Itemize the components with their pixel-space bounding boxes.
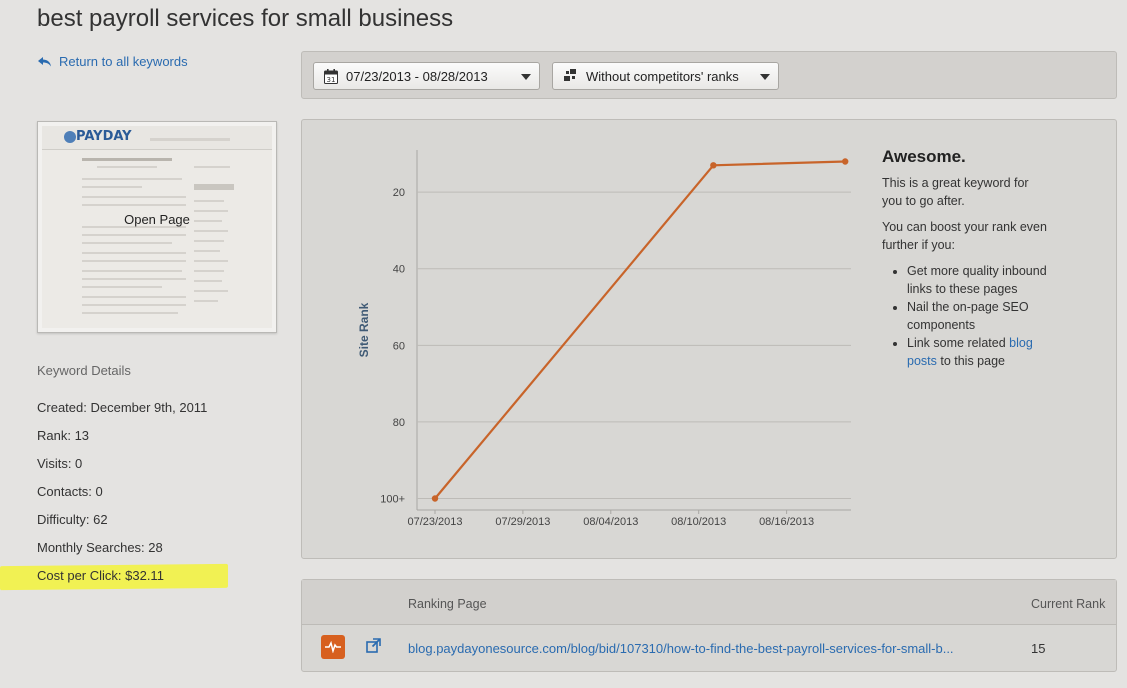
calendar-icon: 31 [324, 68, 338, 84]
open-page-label[interactable]: Open Page [124, 212, 190, 227]
advice-title: Awesome. [882, 147, 966, 166]
chevron-down-icon [760, 74, 770, 80]
detail-monthly-searches: Monthly Searches: 28 [37, 540, 163, 555]
thumbnail-logo: PAYDAY [76, 129, 132, 144]
detail-created: Created: December 9th, 2011 [37, 400, 208, 415]
detail-rank: Rank: 13 [37, 428, 90, 443]
detail-cost-per-click: Cost per Click: $32.11 [37, 568, 164, 583]
return-to-keywords-link[interactable]: Return to all keywords [37, 54, 188, 69]
ranking-table: Ranking Page Current Rank blog.paydayone… [301, 579, 1117, 672]
rank-chart-panel: 20 40 60 80 100+ 07/23/2013 07/29/2013 08/04/20… [301, 119, 1117, 559]
x-tick-label: 07/23/2013 [407, 516, 462, 528]
activity-pulse-button[interactable] [321, 635, 345, 659]
back-arrow-icon [37, 56, 53, 68]
advice-bullet-1: Get more quality inbound links to these … [907, 262, 1047, 298]
rank-chart: 20 40 60 80 100+07/23/2013 07/29/2013 08/04/20… [357, 150, 851, 528]
table-row: blog.paydayonesource.com/blog/bid/107310… [302, 626, 1116, 672]
advice-line-2: You can boost your rank even further if … [882, 220, 1047, 252]
advice-line-1: This is a great keyword for you to go af… [882, 176, 1029, 208]
y-tick-label: 60 [393, 340, 405, 352]
payday-logo-icon [64, 131, 76, 143]
advice-bullet-3: Link some related blog posts to this pag… [907, 334, 1047, 370]
ranking-table-header: Ranking Page Current Rank [302, 580, 1116, 625]
date-range-value: 07/23/2013 - 08/28/2013 [346, 68, 488, 84]
y-tick-label: 40 [393, 264, 405, 276]
svg-text:31: 31 [327, 75, 336, 83]
detail-contacts: Contacts: 0 [37, 484, 103, 499]
thumbnail-preview: PAYDAY [42, 126, 272, 328]
data-point [842, 158, 849, 165]
external-link-icon[interactable] [366, 638, 381, 658]
chevron-down-icon [521, 74, 531, 80]
advice-bullet-2: Nail the on-page SEO components [907, 298, 1047, 334]
advice-list: Get more quality inbound links to these … [882, 262, 1047, 370]
chart-toolbar: 31 07/23/2013 - 08/28/2013 Without compe… [301, 51, 1117, 99]
col-current-rank: Current Rank [1031, 597, 1106, 611]
blog-posts-link[interactable]: blog posts [907, 336, 1033, 368]
col-ranking-page: Ranking Page [408, 597, 487, 611]
page-thumbnail[interactable]: PAYDAY [37, 121, 277, 333]
competitors-dropdown[interactable]: Without competitors' ranks [552, 62, 779, 90]
date-range-dropdown[interactable]: 31 07/23/2013 - 08/28/2013 [313, 62, 540, 90]
advice-box: Awesome. This is a great keyword for you… [882, 148, 1047, 370]
ranking-page-link[interactable]: blog.paydayonesource.com/blog/bid/107310… [408, 641, 954, 656]
return-link-label: Return to all keywords [59, 54, 188, 69]
pulse-icon [325, 641, 341, 653]
detail-visits: Visits: 0 [37, 456, 83, 471]
competitors-value: Without competitors' ranks [586, 68, 739, 84]
page-title: best payroll services for small business [37, 5, 454, 32]
series-line [434, 160, 846, 500]
x-tick-label: 08/10/2013 [671, 516, 726, 528]
detail-difficulty: Difficulty: 62 [37, 512, 108, 527]
x-tick-label: 08/04/2013 [583, 516, 638, 528]
y-tick-label: 100+ [380, 494, 405, 506]
keyword-details-heading: Keyword Details [37, 363, 131, 378]
y-axis-title: Site Rank [357, 302, 371, 357]
x-tick-label: 07/29/2013 [495, 516, 550, 528]
competitors-icon [563, 69, 578, 83]
current-rank-value: 15 [1031, 641, 1046, 656]
x-tick-label: 08/16/2013 [759, 516, 814, 528]
data-point [710, 162, 717, 169]
y-tick-label: 20 [393, 187, 405, 199]
y-tick-label: 80 [393, 417, 405, 429]
data-point [431, 495, 439, 502]
